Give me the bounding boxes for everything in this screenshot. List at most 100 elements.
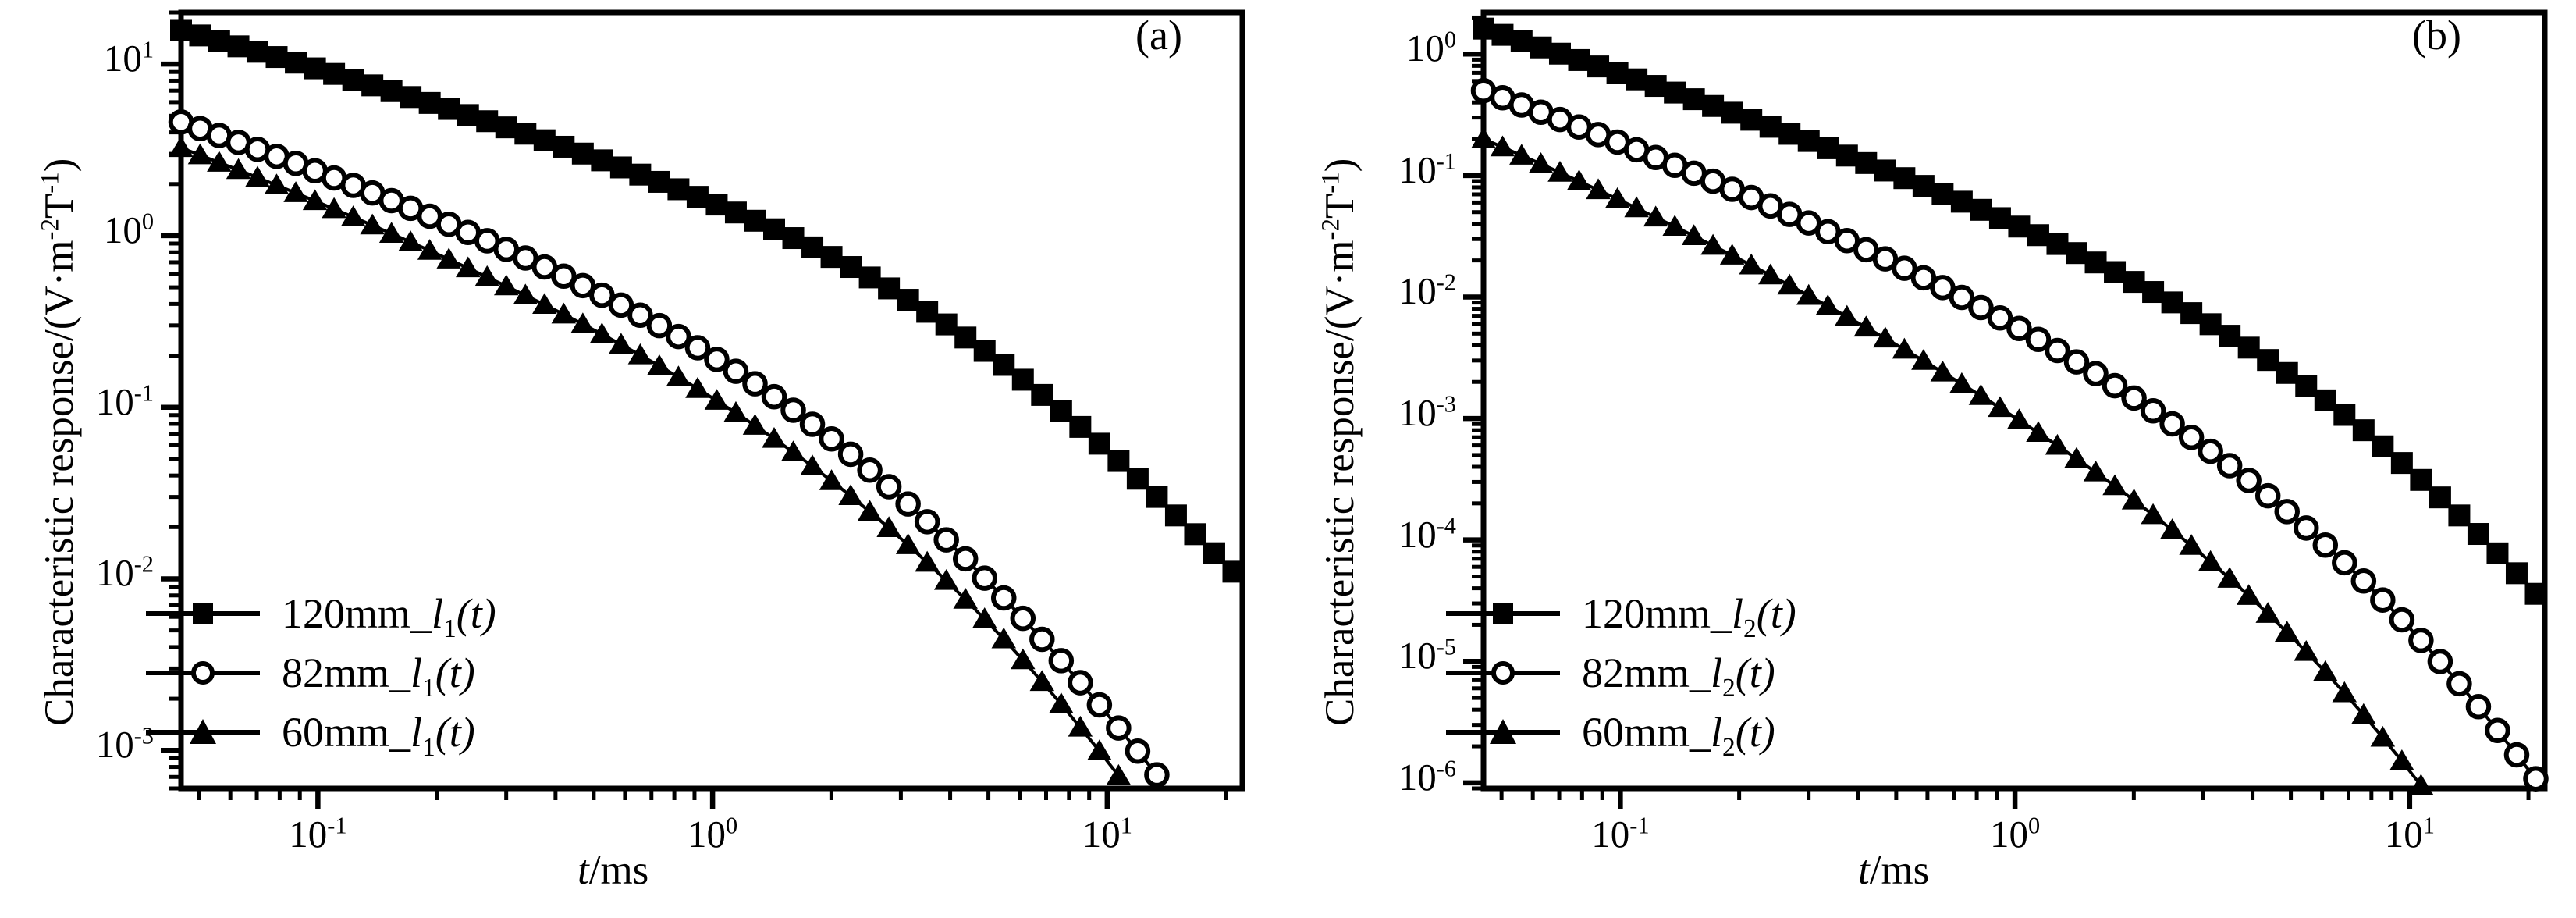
data-marker-triangle <box>609 333 634 354</box>
data-marker-triangle <box>207 151 232 172</box>
data-marker-square <box>514 123 537 145</box>
data-marker-circle <box>666 323 691 350</box>
data-marker-square <box>1644 75 1667 98</box>
legend-item[interactable]: 60mm_l2(t) <box>1444 708 1796 760</box>
data-marker-triangle <box>1968 383 1994 405</box>
data-marker-square <box>1568 48 1590 71</box>
data-marker-square <box>858 266 881 289</box>
data-marker-circle <box>704 347 730 372</box>
data-marker-triangle <box>1029 670 1055 692</box>
data-marker-triangle <box>1547 161 1572 182</box>
legend-label-arg: (t) <box>1756 590 1796 637</box>
data-marker-square <box>2429 486 2451 509</box>
data-marker-triangle <box>838 484 863 506</box>
data-marker-square <box>993 354 1015 376</box>
data-marker-triangle <box>1643 205 1668 227</box>
data-marker-triangle <box>417 239 442 260</box>
data-marker-triangle <box>2121 488 2147 510</box>
data-marker-square <box>285 52 307 74</box>
data-marker-triangle <box>2006 408 2032 429</box>
data-marker-square <box>1126 468 1149 490</box>
data-marker-circle <box>2332 550 2357 576</box>
data-marker-square <box>2237 336 2260 359</box>
data-marker-square <box>533 129 556 151</box>
data-marker-triangle <box>685 376 710 398</box>
data-marker-square <box>1473 17 1494 40</box>
data-marker-circle <box>608 292 634 318</box>
data-marker-square <box>380 80 403 102</box>
data-marker-square <box>2333 404 2356 426</box>
data-marker-square <box>1970 198 1992 221</box>
y-tick-label: 100 <box>103 208 154 251</box>
panel-a-tag: (a) <box>1135 12 1182 59</box>
data-marker-square <box>667 178 690 201</box>
data-marker-circle <box>761 383 787 410</box>
data-marker-triangle <box>972 607 997 628</box>
data-marker-square <box>1759 116 1782 138</box>
data-marker-circle <box>742 371 768 397</box>
data-marker-circle <box>1010 605 1036 632</box>
data-marker-triangle <box>513 283 538 305</box>
data-marker-triangle <box>780 440 806 461</box>
data-marker-square <box>400 86 422 109</box>
data-marker-circle <box>2446 671 2472 697</box>
legend-circle-icon <box>1491 661 1515 685</box>
data-marker-circle <box>2350 568 2377 594</box>
data-marker-triangle <box>1490 135 1515 157</box>
y-tick-label: 10-4 <box>1398 512 1456 556</box>
data-marker-triangle <box>1988 396 2013 418</box>
data-marker-triangle <box>723 400 748 422</box>
legend-label-size: 60mm_ <box>1582 709 1711 756</box>
legend-label-sub: 1 <box>422 732 435 762</box>
data-marker-triangle <box>378 222 404 243</box>
data-marker-circle <box>684 335 711 361</box>
data-marker-triangle <box>1049 692 1074 713</box>
data-marker-triangle <box>493 274 519 296</box>
data-marker-triangle <box>2102 474 2127 496</box>
data-marker-circle <box>2063 349 2090 375</box>
data-marker-triangle <box>1719 244 1745 265</box>
data-marker-circle <box>1968 294 1994 321</box>
data-marker-triangle <box>2083 460 2109 482</box>
y-tick-label: 10-3 <box>95 722 154 767</box>
data-marker-square <box>476 110 499 133</box>
panel-b-tag: (b) <box>2412 12 2461 59</box>
data-marker-triangle <box>647 354 672 375</box>
x-axis-title-unit: /ms <box>1869 848 1930 893</box>
data-marker-triangle <box>800 454 825 475</box>
data-marker-triangle <box>1106 763 1132 785</box>
x-axis-title-var: t <box>1858 848 1870 893</box>
data-marker-circle <box>2006 315 2032 342</box>
data-marker-circle <box>780 397 806 423</box>
legend-item[interactable]: 82mm_l1(t) <box>144 649 496 701</box>
legend-item[interactable]: 120mm_l1(t) <box>144 589 496 642</box>
data-marker-triangle <box>436 247 461 269</box>
legend-item[interactable]: 60mm_l1(t) <box>144 708 496 760</box>
data-marker-triangle <box>1604 187 1630 208</box>
data-marker-triangle <box>360 213 385 235</box>
legend-label-sub: 2 <box>1722 732 1736 762</box>
data-marker-square <box>724 201 747 224</box>
data-marker-circle <box>2025 326 2052 353</box>
legend-label-symbol: l <box>410 709 423 756</box>
data-marker-square <box>1778 123 1801 145</box>
data-marker-triangle <box>2064 447 2089 468</box>
data-marker-triangle <box>915 550 940 572</box>
data-marker-square <box>1587 55 1610 78</box>
legend-label-size: 120mm_ <box>1582 590 1732 637</box>
legend-square-icon <box>193 603 213 624</box>
legend-label-symbol: l <box>432 590 444 637</box>
data-marker-circle <box>2370 587 2396 613</box>
legend-item[interactable]: 82mm_l2(t) <box>1444 649 1796 701</box>
data-marker-square <box>1874 159 1896 182</box>
data-marker-square <box>762 218 785 240</box>
data-marker-triangle <box>666 365 691 386</box>
data-marker-square <box>954 326 977 349</box>
data-marker-square <box>418 91 441 114</box>
data-marker-circle <box>1853 237 1879 263</box>
data-marker-triangle <box>1873 326 1898 348</box>
x-tick-label: 100 <box>1990 812 2041 856</box>
data-marker-square <box>1835 144 1858 167</box>
legend-item[interactable]: 120mm_l2(t) <box>1444 589 1796 642</box>
legend-label-sub: 1 <box>443 614 457 643</box>
